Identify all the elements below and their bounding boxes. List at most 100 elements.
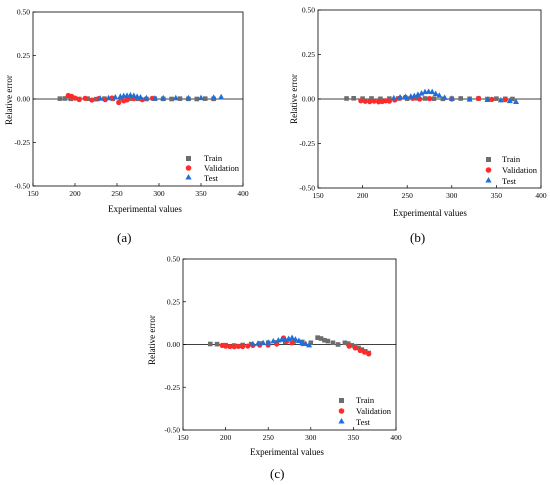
data-point [308, 340, 314, 346]
data-point [116, 99, 122, 106]
data-point [436, 92, 443, 98]
data-point [105, 94, 112, 101]
x-tick-label: 150 [177, 433, 189, 442]
data-point [202, 96, 208, 101]
data-point [82, 95, 88, 101]
data-point [218, 93, 225, 100]
data-point [160, 94, 167, 101]
data-point [235, 343, 241, 349]
data-point [169, 96, 174, 102]
data-point [102, 97, 108, 103]
legend-marker-validation [485, 167, 492, 173]
data-point [240, 343, 246, 350]
data-point [422, 96, 428, 101]
x-tick-label: 150 [312, 191, 324, 200]
data-point [369, 96, 374, 101]
panel-label: (c) [270, 466, 284, 481]
data-point [62, 96, 68, 101]
data-point [231, 344, 237, 350]
data-point [360, 96, 365, 101]
data-point [130, 92, 137, 98]
data-point [112, 94, 119, 100]
series-test [97, 91, 225, 101]
y-tick-label: 0.25 [167, 297, 180, 306]
data-point [425, 88, 432, 94]
series-test [249, 334, 313, 348]
data-point [484, 96, 491, 103]
x-tick-label: 350 [195, 189, 207, 198]
panel-b: (b) Experimental values Relative error T… [289, 6, 547, 246]
data-point [371, 98, 377, 104]
y-tick-label: 0.50 [17, 8, 30, 17]
data-point [172, 94, 179, 101]
data-point [357, 347, 363, 354]
data-point [143, 94, 150, 101]
data-point [513, 98, 520, 104]
data-point [89, 97, 95, 103]
data-point [417, 96, 423, 102]
data-point [431, 96, 437, 101]
data-point [489, 96, 495, 102]
data-point [342, 340, 348, 346]
data-point [198, 94, 204, 101]
data-point [366, 351, 372, 357]
x-tick-label: 350 [491, 191, 503, 200]
y-tick-label: 0.25 [302, 50, 315, 59]
data-point [418, 90, 425, 96]
data-point [315, 335, 320, 340]
data-point [429, 88, 436, 95]
legend: Train Validation Test [338, 395, 392, 427]
data-point [344, 96, 349, 101]
data-point [270, 337, 277, 344]
data-point [390, 94, 397, 101]
data-point [289, 334, 296, 340]
data-point [448, 95, 455, 101]
legend-label-train: Train [204, 153, 223, 163]
data-point [322, 337, 327, 343]
legend-marker-validation [185, 165, 192, 171]
x-tick-label: 400 [237, 189, 249, 198]
data-point [475, 95, 482, 101]
y-tick-label: 0.00 [167, 340, 180, 349]
data-point [378, 96, 383, 102]
legend-label-validation: Validation [356, 406, 392, 416]
y-axis-title: Relative error [147, 315, 157, 365]
data-point [127, 96, 132, 101]
legend: Train Validation Test [185, 153, 240, 183]
y-tick-label: -0.25 [164, 383, 180, 392]
x-axis-title: Experimental values [250, 447, 324, 457]
y-tick-label: -0.50 [14, 182, 30, 191]
x-tick-label: 150 [27, 189, 39, 198]
data-point [432, 90, 439, 96]
data-point [207, 341, 213, 347]
x-axis-title: Experimental values [393, 208, 467, 218]
y-tick-label: -0.50 [164, 426, 180, 435]
y-axis-title: Relative error [4, 75, 14, 125]
data-point [458, 96, 464, 101]
data-point [97, 95, 104, 101]
data-point [397, 94, 404, 100]
legend-marker-train [186, 156, 191, 161]
data-point [214, 341, 220, 347]
x-tick-label: 200 [69, 189, 81, 198]
data-point [335, 342, 341, 347]
legend: Train Validation Test [485, 154, 538, 186]
x-tick-label: 400 [390, 433, 402, 442]
data-point [177, 96, 183, 101]
legend-marker-validation [338, 408, 345, 414]
x-tick-label: 250 [402, 191, 414, 200]
data-point [351, 95, 356, 101]
x-tick-label: 300 [446, 191, 458, 200]
data-point [57, 96, 63, 101]
data-point [210, 94, 217, 100]
series-test [390, 88, 520, 104]
data-point [413, 95, 419, 101]
data-point [306, 341, 313, 348]
data-point [349, 343, 354, 348]
data-point [362, 98, 368, 104]
y-tick-label: 0.00 [302, 95, 315, 104]
legend-label-test: Test [356, 417, 371, 427]
data-point [124, 97, 130, 103]
data-point [502, 97, 508, 103]
data-point [506, 97, 513, 104]
